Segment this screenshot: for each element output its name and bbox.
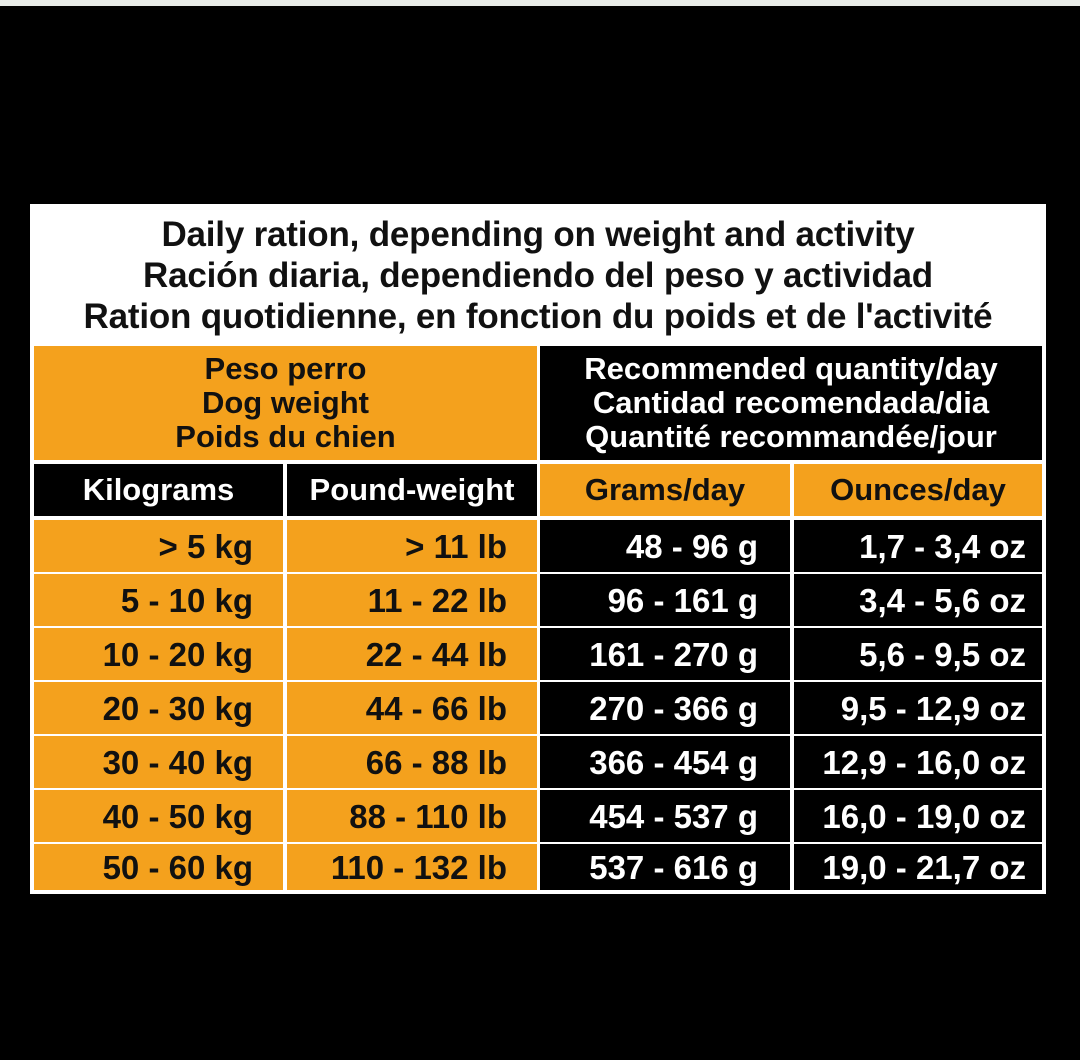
table-cell-kilograms: 5 - 10 kg: [34, 574, 283, 626]
quantity-label-es: Cantidad recomendada/dia: [592, 385, 990, 420]
column-header-kilograms: Kilograms: [34, 464, 283, 516]
table-cell-kilograms: 50 - 60 kg: [34, 844, 283, 890]
table-cell-grams: 270 - 366 g: [540, 682, 790, 734]
column-header-ounces-day: Ounces/day: [794, 464, 1042, 516]
quantity-group-header: Recommended quantity/day Cantidad recome…: [540, 346, 1042, 460]
table-cell-ounces: 9,5 - 12,9 oz: [794, 682, 1042, 734]
column-header-ounces-day-label: Ounces/day: [794, 464, 1042, 516]
table-cell-ounces: 19,0 - 21,7 oz: [794, 844, 1042, 890]
table-cell-grams: 161 - 270 g: [540, 628, 790, 680]
table-cell-pounds: 88 - 110 lb: [287, 790, 537, 842]
dog-weight-group-header: Peso perro Dog weight Poids du chien: [34, 346, 537, 460]
table-cell-grams: 96 - 161 g: [540, 574, 790, 626]
quantity-label-en: Recommended quantity/day: [584, 351, 998, 386]
table-cell-ounces: 1,7 - 3,4 oz: [794, 520, 1042, 572]
table-cell-pounds: 44 - 66 lb: [287, 682, 537, 734]
quantity-label-fr: Quantité recommandée/jour: [585, 419, 997, 454]
dog-weight-label-fr: Poids du chien: [175, 419, 396, 454]
table-cell-pounds: 22 - 44 lb: [287, 628, 537, 680]
table-cell-kilograms: 20 - 30 kg: [34, 682, 283, 734]
column-header-grams-day-label: Grams/day: [540, 464, 790, 516]
table-cell-pounds: 66 - 88 lb: [287, 736, 537, 788]
table-cell-ounces: 16,0 - 19,0 oz: [794, 790, 1042, 842]
table-title: Daily ration, depending on weight and ac…: [30, 204, 1046, 342]
table-cell-pounds: > 11 lb: [287, 520, 537, 572]
table-cell-pounds: 11 - 22 lb: [287, 574, 537, 626]
table-cell-ounces: 5,6 - 9,5 oz: [794, 628, 1042, 680]
top-strip: [0, 0, 1080, 6]
title-spanish: Ración diaria, dependiendo del peso y ac…: [143, 255, 933, 295]
table-cell-ounces: 12,9 - 16,0 oz: [794, 736, 1042, 788]
table-cell-kilograms: > 5 kg: [34, 520, 283, 572]
title-english: Daily ration, depending on weight and ac…: [161, 214, 915, 254]
table-cell-pounds: 110 - 132 lb: [287, 844, 537, 890]
column-header-pound-weight: Pound-weight: [287, 464, 537, 516]
dog-weight-label-es: Peso perro: [204, 351, 367, 386]
table-cell-kilograms: 30 - 40 kg: [34, 736, 283, 788]
table-cell-grams: 537 - 616 g: [540, 844, 790, 890]
table-cell-ounces: 3,4 - 5,6 oz: [794, 574, 1042, 626]
table-cell-kilograms: 40 - 50 kg: [34, 790, 283, 842]
dog-weight-label-en: Dog weight: [201, 385, 370, 420]
feeding-table-card: Daily ration, depending on weight and ac…: [30, 204, 1046, 894]
table-cell-grams: 48 - 96 g: [540, 520, 790, 572]
title-french: Ration quotidienne, en fonction du poids…: [83, 296, 993, 336]
table-cell-grams: 366 - 454 g: [540, 736, 790, 788]
column-header-grams-day: Grams/day: [540, 464, 790, 516]
table-cell-grams: 454 - 537 g: [540, 790, 790, 842]
table-cell-kilograms: 10 - 20 kg: [34, 628, 283, 680]
